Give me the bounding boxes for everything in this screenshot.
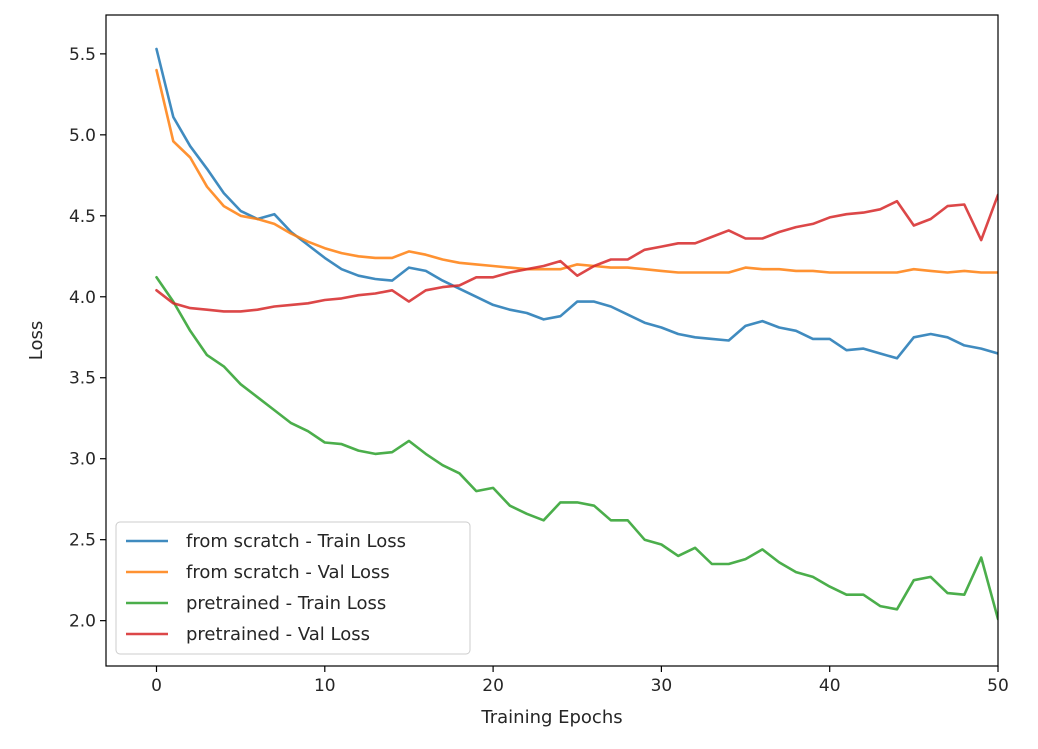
y-tick-label: 4.5 xyxy=(69,207,96,227)
y-tick-label: 5.5 xyxy=(69,45,96,65)
y-axis-ticks: 2.0 2.5 3.0 3.5 4.0 4.5 5.0 5.5 xyxy=(69,45,106,632)
y-tick-label: 2.5 xyxy=(69,531,96,551)
x-tick-label: 10 xyxy=(314,676,336,696)
x-axis-ticks: 0 10 20 30 40 50 xyxy=(151,666,1009,696)
legend-label-1: from scratch - Train Loss xyxy=(186,531,406,552)
x-tick-label: 50 xyxy=(987,676,1009,696)
x-tick-label: 40 xyxy=(819,676,841,696)
x-tick-label: 30 xyxy=(651,676,673,696)
legend-box xyxy=(115,521,471,655)
legend-label-2: from scratch - Val Loss xyxy=(186,562,390,583)
legend-label-3: pretrained - Train Loss xyxy=(186,593,386,614)
plot-lines xyxy=(155,47,998,621)
y-tick-label: 3.5 xyxy=(69,369,96,389)
legend-label-4: pretrained - Val Loss xyxy=(186,624,370,645)
series-line-2 xyxy=(155,68,998,274)
x-axis-label: Training Epochs xyxy=(480,707,622,728)
x-tick-label: 0 xyxy=(151,676,162,696)
y-tick-label: 4.0 xyxy=(69,288,96,308)
series-line-4 xyxy=(155,193,998,313)
y-axis-label: Loss xyxy=(26,321,47,360)
plot-area-frame xyxy=(105,14,999,667)
y-tick-label: 2.0 xyxy=(69,612,96,632)
legend: from scratch - Train Loss from scratch - … xyxy=(115,521,471,655)
x-tick-label: 20 xyxy=(482,676,504,696)
y-tick-label: 5.0 xyxy=(69,126,96,146)
series-line-3 xyxy=(155,275,998,621)
y-tick-label: 3.0 xyxy=(69,450,96,470)
